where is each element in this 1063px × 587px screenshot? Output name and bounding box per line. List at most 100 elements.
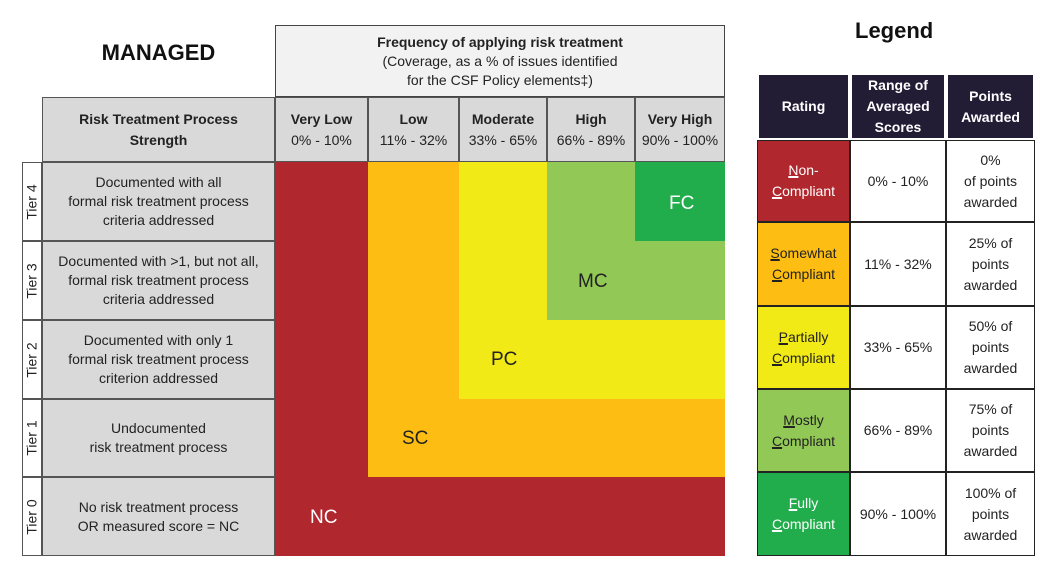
row-label: Documented with only 1 formal risk treatm… xyxy=(42,320,275,399)
legend-rating-cell: Somewhat Compliant xyxy=(757,222,850,306)
frequency-header-line: (Coverage, as a % of issues identified xyxy=(382,52,618,69)
row-label-line: formal risk treatment process xyxy=(68,351,249,367)
points-text: awarded xyxy=(963,526,1018,543)
points-text: points xyxy=(971,255,1010,272)
row-label-line: formal risk treatment process xyxy=(68,272,249,288)
frequency-header-line: for the CSF Policy elements‡) xyxy=(407,71,593,88)
legend-range-cell: 11% - 32% xyxy=(850,222,946,306)
header-text: Averaged xyxy=(866,98,930,114)
legend-rating-cell: Mostly Compliant xyxy=(757,389,850,472)
range-text: 66% - 89% xyxy=(863,422,933,438)
rating-text: Non- xyxy=(788,162,819,178)
header-text: Range of xyxy=(868,77,928,93)
rating-text: Compliant xyxy=(771,266,836,282)
row-label: Documented with >1, but not all, formal r… xyxy=(42,241,275,320)
points-text: points xyxy=(971,339,1010,355)
rating-text: Fully xyxy=(788,495,819,511)
zone-label-nc: NC xyxy=(310,507,338,528)
column-header: High 66% - 89% xyxy=(547,97,635,162)
range-text: 33% - 65% xyxy=(863,339,933,355)
legend-header-rating: Rating xyxy=(757,73,850,140)
tier-label: Tier 4 xyxy=(22,162,42,241)
tier-label: Tier 2 xyxy=(22,320,42,399)
row-label: Documented with all formal risk treatment… xyxy=(42,162,275,241)
column-header: Moderate 33% - 65% xyxy=(459,97,547,162)
row-label-line: criteria addressed xyxy=(102,291,215,307)
zone-fc xyxy=(635,162,725,241)
row-label-line: Undocumented xyxy=(111,420,206,436)
frequency-header-title: Frequency of applying risk treatment xyxy=(377,33,623,50)
zone-label-sc: SC xyxy=(402,428,429,449)
rating-text: Compliant xyxy=(771,516,836,532)
points-text: awarded xyxy=(963,443,1018,459)
points-text: of points xyxy=(964,172,1017,189)
column-label: Very Low xyxy=(290,110,353,127)
column-label: Low xyxy=(399,110,428,127)
row-header: Risk Treatment Process Strength xyxy=(42,97,275,162)
column-label: Moderate xyxy=(471,110,535,127)
row-label: Undocumented risk treatment process xyxy=(42,399,275,477)
legend-rating-cell: Partially Compliant xyxy=(757,306,850,389)
header-text: Points xyxy=(969,87,1012,104)
column-label: High xyxy=(575,110,607,127)
rating-text: Partially xyxy=(778,328,829,345)
rating-text: Mostly xyxy=(783,411,824,428)
row-label-line: Documented with all xyxy=(95,174,222,190)
range-text: 0% - 10% xyxy=(867,172,929,189)
column-header: Low 11% - 32% xyxy=(368,97,459,162)
column-range: 0% - 10% xyxy=(291,131,352,148)
row-label-line: OR measured score = NC xyxy=(77,517,240,534)
matrix-title: MANAGED xyxy=(101,40,216,65)
tier-text: Tier 2 xyxy=(24,341,40,378)
tier-label: Tier 1 xyxy=(22,399,42,477)
header-text: Awarded xyxy=(961,108,1020,125)
points-text: 100% of xyxy=(964,484,1017,501)
column-header: Very High 90% - 100% xyxy=(635,97,725,162)
zone-label-mc: MC xyxy=(578,271,608,292)
tier-text: Tier 0 xyxy=(24,498,40,535)
legend-points-cell: 100% of points awarded xyxy=(946,472,1035,556)
column-label: Very High xyxy=(647,110,713,127)
tier-text: Tier 3 xyxy=(24,262,40,299)
points-text: awarded xyxy=(963,193,1018,210)
legend-range-cell: 90% - 100% xyxy=(850,472,946,556)
points-text: points xyxy=(971,422,1010,438)
rating-text: Compliant xyxy=(771,349,836,366)
row-label-line: risk treatment process xyxy=(89,439,228,455)
points-text: 0% xyxy=(980,151,1001,168)
rating-text: Compliant xyxy=(771,432,836,449)
points-text: 75% of xyxy=(968,401,1013,417)
points-text: 50% of xyxy=(968,318,1013,334)
range-text: 90% - 100% xyxy=(859,505,937,522)
row-header-line: Strength xyxy=(129,131,188,148)
tier-text: Tier 4 xyxy=(24,183,40,220)
row-header-line: Risk Treatment Process xyxy=(79,110,238,127)
legend-points-cell: 50% of points awarded xyxy=(946,306,1035,389)
legend-points-cell: 0% of points awarded xyxy=(946,140,1035,222)
header-text: Scores xyxy=(874,119,922,135)
tier-label: Tier 3 xyxy=(22,241,42,320)
legend-range-cell: 66% - 89% xyxy=(850,389,946,472)
legend-header-range: Range of Averaged Scores xyxy=(850,73,946,140)
rating-text: Somewhat xyxy=(770,245,837,261)
tier-text: Tier 1 xyxy=(24,420,40,456)
header-text: Rating xyxy=(781,98,826,114)
row-label-line: No risk treatment process xyxy=(78,498,239,515)
column-header: Very Low 0% - 10% xyxy=(275,97,368,162)
column-range: 11% - 32% xyxy=(379,131,448,148)
row-label-line: criterion addressed xyxy=(98,370,219,386)
column-range: 33% - 65% xyxy=(468,131,538,148)
row-label-line: Documented with >1, but not all, xyxy=(58,253,259,269)
legend-rating-cell: Non- Compliant xyxy=(757,140,850,222)
points-text: 25% of xyxy=(968,234,1013,251)
rating-text: Compliant xyxy=(771,183,836,199)
row-label-line: criteria addressed xyxy=(102,212,215,228)
tier-label: Tier 0 xyxy=(22,477,42,556)
legend-points-cell: 25% of points awarded xyxy=(946,222,1035,306)
points-text: awarded xyxy=(963,360,1018,376)
column-range: 66% - 89% xyxy=(556,131,626,148)
legend-points-cell: 75% of points awarded xyxy=(946,389,1035,472)
frequency-header: Frequency of applying risk treatment (Co… xyxy=(275,25,725,97)
legend-rating-cell: Fully Compliant xyxy=(757,472,850,556)
legend-range-cell: 33% - 65% xyxy=(850,306,946,389)
